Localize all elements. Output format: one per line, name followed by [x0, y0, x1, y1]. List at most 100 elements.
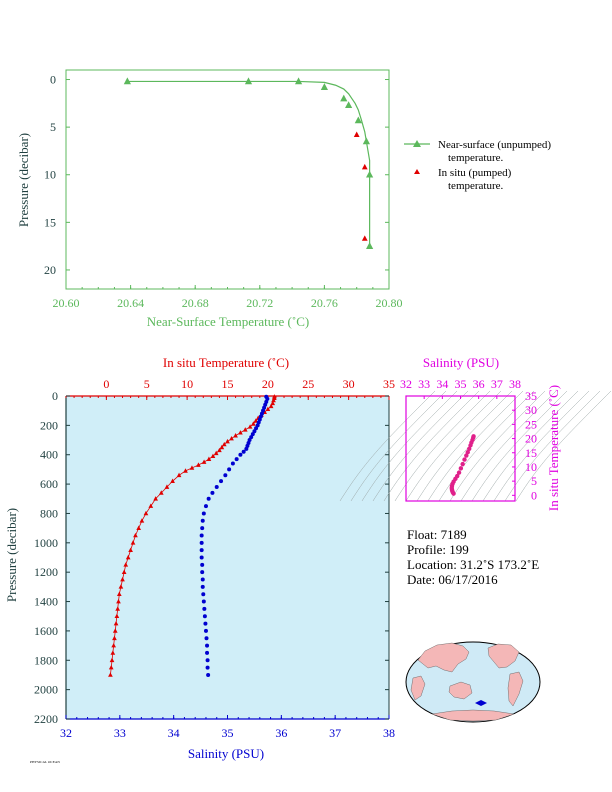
map-land-australia — [448, 681, 473, 700]
in-situ-point — [353, 131, 360, 137]
near-surface-x-tick-label: 20.76 — [311, 296, 338, 310]
profile-temperature-point — [118, 584, 124, 589]
profile-temperature-point — [148, 503, 154, 508]
profile-salinity-tick-label: 33 — [114, 726, 126, 740]
legend-green-marker — [413, 140, 421, 147]
profile-salinity-point — [250, 432, 255, 437]
profile-temperature-point — [153, 496, 158, 501]
profile-salinity-point — [249, 435, 254, 440]
near-surface-point — [354, 116, 362, 124]
profile-temperature-point — [158, 490, 164, 495]
ts-density-contour — [504, 390, 601, 502]
ts-density-contour — [515, 390, 612, 502]
map-land-north-america — [487, 643, 520, 669]
near-surface-point — [123, 77, 131, 85]
near-surface-y-label: Pressure (decibar) — [16, 133, 31, 227]
profile-temperature-point — [112, 628, 118, 633]
profile-temperature-point — [217, 447, 222, 453]
profile-salinity-tick-label: 32 — [60, 726, 72, 740]
near-surface-point — [340, 94, 348, 102]
profile-salinity-point — [219, 479, 224, 484]
near-surface-y-tick-label: 0 — [50, 73, 56, 87]
profile-salinity-point — [205, 658, 210, 663]
profile-temperature-point — [121, 569, 127, 575]
profile-salinity-point — [199, 548, 204, 553]
profile-temperature-point — [123, 562, 129, 567]
profile-pressure-tick-label: 1800 — [34, 653, 58, 667]
profile-number: Profile: 199 — [407, 542, 469, 557]
in-situ-point — [361, 235, 368, 241]
profile-temperature-point — [183, 468, 188, 473]
ts-salinity-tick-label: 37 — [491, 377, 503, 391]
profile-salinity-point — [200, 518, 205, 523]
near-surface-y-ticks: 0 5 10 15 20 — [44, 73, 389, 277]
profile-temperature-point — [210, 453, 216, 459]
ts-density-contour — [438, 390, 535, 502]
profile-temperature-point — [116, 598, 121, 604]
ts-density-contour — [427, 390, 524, 502]
ts-point — [467, 446, 472, 451]
map-land-asia — [417, 642, 470, 673]
near-surface-chart: 20.60 20.64 20.68 20.72 20.76 20.80 05101520 … — [16, 69, 403, 329]
near-surface-x-tick-label: 20.60 — [53, 296, 80, 310]
profile-temperature-point — [125, 554, 131, 560]
profile-pressure-ticks: 0 200 400 600 800 1000 1200 1400 1600 1800 2000 220… — [34, 389, 389, 726]
profile-top-axis-label: In situ Temperature (˚C) — [163, 355, 289, 370]
profile-temperature-point — [270, 400, 276, 406]
profile-temperature-point — [206, 456, 212, 461]
profile-temperature-tick-label: 20 — [262, 377, 274, 391]
ts-density-contours — [339, 390, 612, 502]
profile-salinity-point — [199, 533, 204, 538]
profile-salinity-point — [200, 584, 205, 589]
profile-salinity-point — [203, 504, 208, 509]
profile-salinity-point — [205, 650, 210, 655]
profile-salinity-point — [255, 423, 260, 428]
profile-salinity-point — [223, 473, 228, 478]
profile-salinity-point — [205, 643, 210, 648]
ts-density-contour — [471, 390, 568, 502]
ts-density-contour — [460, 390, 557, 502]
ts-density-contour — [361, 390, 458, 502]
profile-pressure-tick-label: 400 — [40, 448, 58, 462]
ts-point — [462, 457, 467, 462]
profile-salinity-point — [200, 526, 205, 531]
profile-salinity-point — [244, 446, 249, 451]
ts-density-contour — [339, 390, 436, 502]
ts-point — [460, 461, 465, 467]
near-surface-point — [366, 170, 374, 178]
near-surface-legend: Near-surface (unpumped) temperature. In … — [404, 139, 551, 192]
ts-temperature-tick-label: 0 — [531, 488, 537, 502]
legend-near-surface-label-1: Near-surface (unpumped) — [438, 139, 551, 151]
profile-temperature-point — [251, 421, 256, 426]
profile-salinity-point — [202, 614, 207, 619]
profile-salinity-tick-label: 36 — [275, 726, 287, 740]
ts-temperature-tick-label: 10 — [525, 460, 537, 474]
legend-in-situ-label-2: temperature. — [448, 180, 504, 192]
map-land-antarctica — [431, 709, 515, 722]
ts-salinity-tick-label: 35 — [455, 377, 467, 391]
profile-salinity-point — [227, 467, 232, 472]
profile-temperature-point — [170, 478, 175, 483]
profile-temperature-point — [143, 510, 149, 516]
ts-density-contour — [405, 390, 502, 502]
profile-chart: 0 5 10 15 20 25 30 35 32 33 34 35 36 37 38 0 200 400 600… — [4, 355, 395, 761]
profile-temperature-point — [110, 650, 116, 655]
profile-pressure-tick-label: 600 — [40, 477, 58, 491]
profile-salinity-point — [204, 636, 209, 641]
float-number: Float: 7189 — [407, 527, 467, 542]
profile-temperature-point — [238, 430, 243, 435]
ts-points — [449, 434, 476, 496]
profile-pressure-tick-label: 1400 — [34, 595, 58, 609]
profile-salinity-point — [199, 555, 204, 560]
profile-temperature-ticks: 0 5 10 15 20 25 30 35 — [65, 377, 395, 400]
profile-salinity-point — [206, 672, 211, 677]
near-surface-point — [362, 137, 370, 145]
profile-temperature-point — [133, 532, 138, 538]
profile-temperature-point — [136, 525, 142, 530]
ts-salinity-tick-label: 32 — [400, 377, 412, 391]
profile-temperature-tick-label: 5 — [144, 377, 150, 391]
ts-temperature-tick-label: 25 — [525, 417, 537, 431]
ts-point — [458, 466, 464, 471]
